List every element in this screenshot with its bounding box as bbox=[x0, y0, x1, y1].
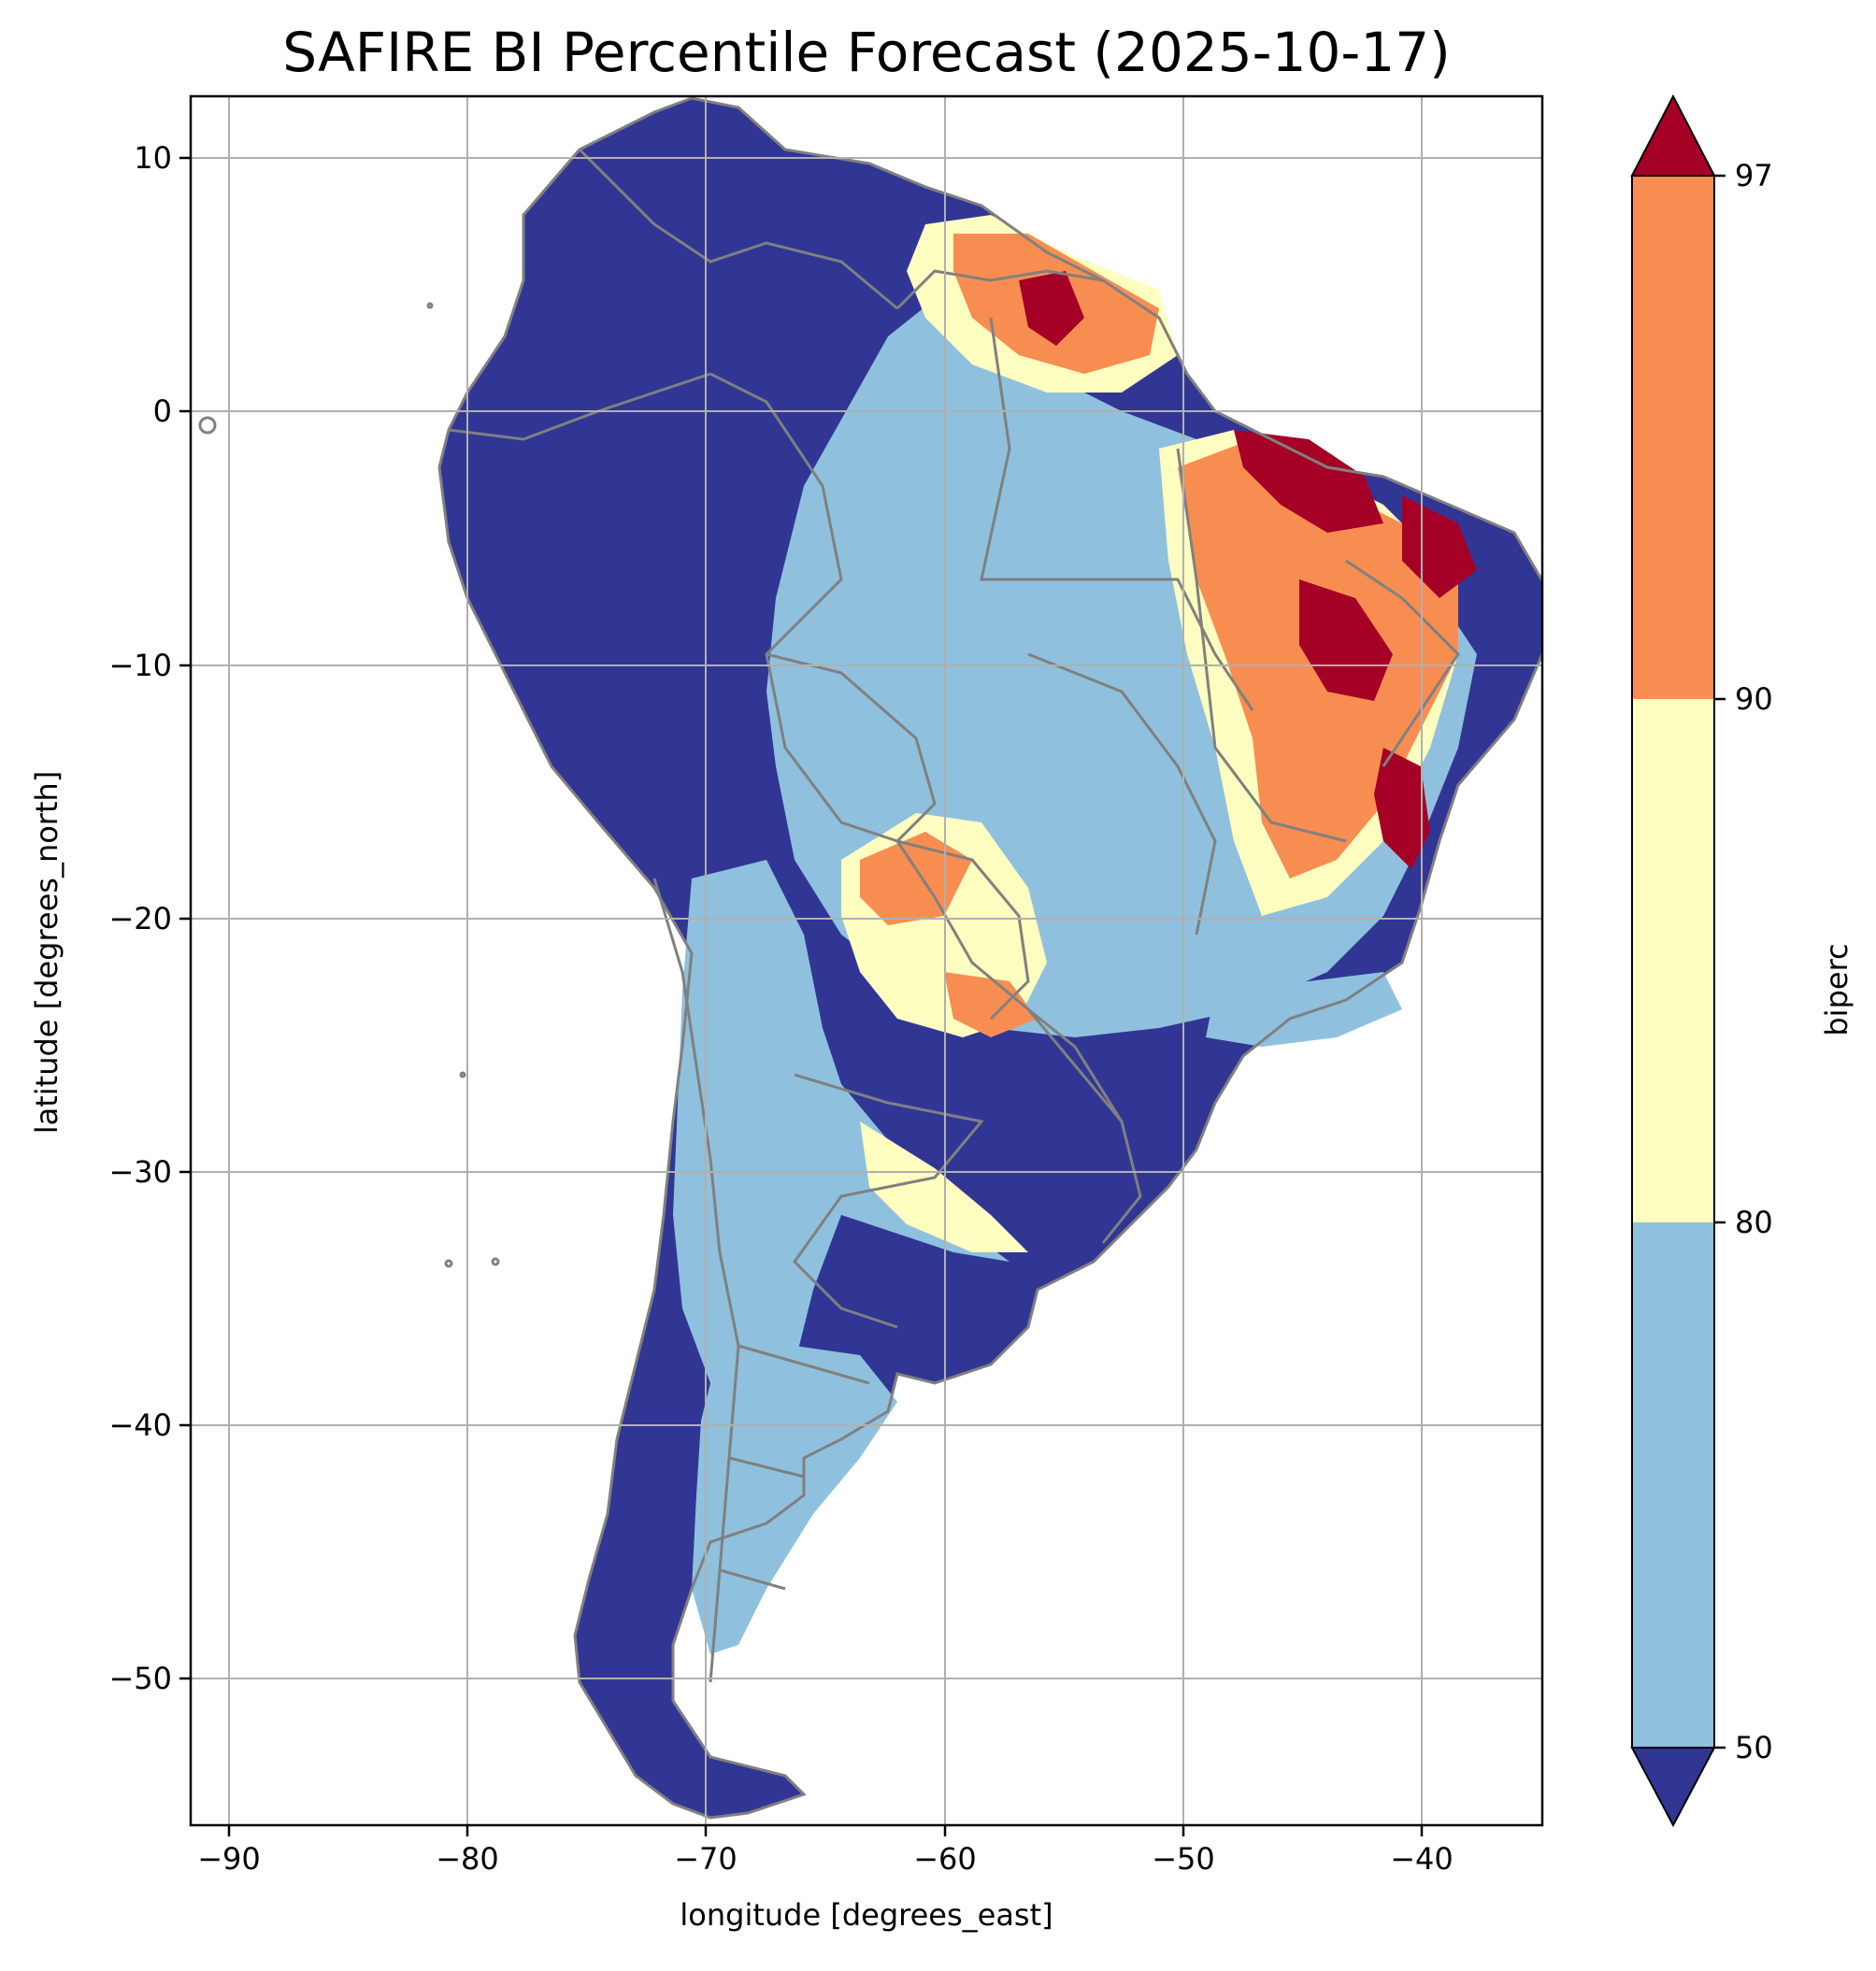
x-tick-label: −40 bbox=[1390, 1841, 1454, 1877]
y-tick-labels: 10 0 −10 −20 −30 −40 −50 bbox=[108, 140, 172, 1696]
zone-above-97-bahia bbox=[1374, 748, 1430, 869]
juan-fernandez-islands-2 bbox=[491, 1257, 500, 1266]
y-tick-label: −40 bbox=[108, 1407, 172, 1443]
zone-50-80-patagonia bbox=[692, 1346, 897, 1654]
x-tick-label: −50 bbox=[1152, 1841, 1215, 1877]
colorbar: 97 90 80 50 bbox=[1630, 93, 1773, 1828]
border-patagonia bbox=[719, 1344, 870, 1591]
border-guianas bbox=[895, 269, 1104, 310]
x-tick-label: −80 bbox=[436, 1841, 499, 1877]
y-tick-label: 0 bbox=[153, 393, 172, 429]
juan-fernandez-islands bbox=[444, 1259, 453, 1268]
zone-50-80-andes bbox=[673, 860, 1010, 1402]
border-brazil-states-3 bbox=[1027, 652, 1217, 936]
y-tick-label: −10 bbox=[108, 648, 172, 683]
y-axis-label: latitude [degrees_north] bbox=[29, 770, 64, 1135]
borders bbox=[198, 96, 1542, 1820]
y-tick-label: 10 bbox=[134, 140, 172, 176]
gridlines bbox=[191, 96, 1542, 1825]
x-ticks bbox=[227, 1825, 1424, 1836]
colorbar-tick-label: 80 bbox=[1735, 1205, 1773, 1240]
x-tick-label: −90 bbox=[197, 1841, 261, 1877]
zone-above-97-maranhao bbox=[1234, 430, 1383, 533]
colorbar-segment-80-90 bbox=[1632, 699, 1714, 1222]
axes-frame bbox=[189, 94, 1544, 1827]
x-tick-labels: −90 −80 −70 −60 −50 −40 bbox=[197, 1841, 1454, 1877]
island-2 bbox=[459, 1071, 466, 1078]
colorbar-frame bbox=[1631, 175, 1715, 1749]
x-axis-label: longitude [degrees_east] bbox=[680, 1897, 1053, 1933]
border-brazil-states-2 bbox=[1176, 448, 1347, 843]
zone-50-80-se-brazil bbox=[1206, 972, 1402, 1047]
border-paraguay bbox=[896, 839, 1030, 1021]
galapagos-islands bbox=[198, 416, 217, 435]
colorbar-extend-top bbox=[1630, 93, 1716, 177]
colorbar-segment-50-80 bbox=[1632, 1222, 1714, 1748]
border-andes bbox=[652, 878, 740, 1683]
colorbar-tick-label: 50 bbox=[1735, 1730, 1773, 1765]
border-argentina-uruguay bbox=[1026, 1008, 1142, 1244]
island-1 bbox=[426, 302, 434, 309]
border-argentina-provinces bbox=[793, 1073, 984, 1329]
colorbar-tick-label: 97 bbox=[1735, 158, 1773, 193]
colorbar-segment-90-97 bbox=[1632, 176, 1714, 699]
y-tick-label: −30 bbox=[108, 1154, 172, 1190]
x-tick-label: −60 bbox=[913, 1841, 977, 1877]
zone-above-97-piaui bbox=[1299, 579, 1393, 701]
border-brazil-states-4 bbox=[1345, 559, 1460, 767]
y-tick-label: −50 bbox=[108, 1661, 172, 1696]
x-tick-label: −70 bbox=[674, 1841, 738, 1877]
border-brazil-states-1 bbox=[980, 317, 1254, 711]
zone-above-97-suriname bbox=[1019, 271, 1084, 346]
zone-90-97-paraguay bbox=[944, 972, 1038, 1037]
y-ticks bbox=[179, 156, 191, 1680]
map-layer bbox=[198, 96, 1542, 1820]
y-tick-label: −20 bbox=[108, 901, 172, 936]
colorbar-tick-label: 90 bbox=[1735, 681, 1773, 717]
chart-title: SAFIRE BI Percentile Forecast (2025-10-1… bbox=[282, 21, 1451, 84]
colorbar-label: biperc bbox=[1819, 943, 1855, 1036]
border-colombia-venezuela bbox=[578, 148, 898, 310]
border-bolivia bbox=[766, 652, 937, 843]
colorbar-extend-bottom bbox=[1630, 1747, 1716, 1828]
